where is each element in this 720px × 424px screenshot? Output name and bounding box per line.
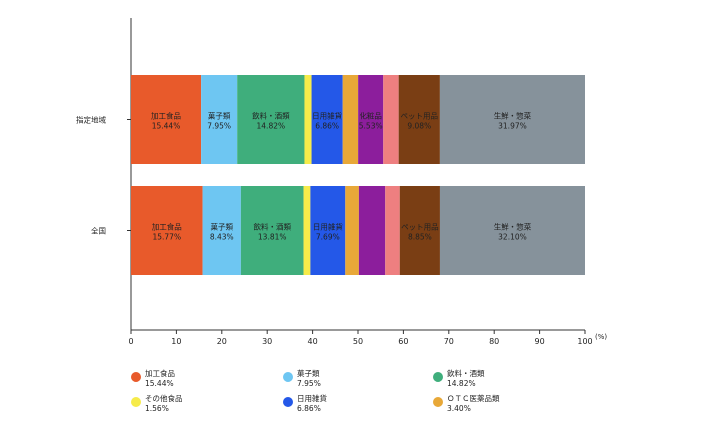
legend-label: その他食品 [145, 394, 183, 403]
bar-segment [240, 186, 304, 275]
bar-segment [202, 186, 241, 275]
legend-swatch [131, 372, 141, 382]
legend-label: ＯＴＣ医薬品類 [447, 394, 500, 403]
segment-name-label: 加工食品 [151, 111, 181, 121]
legend-item: 日用雑貨 6.86% [283, 394, 463, 424]
legend-value: 1.56% [145, 404, 169, 413]
legend-item: 加工食品 15.44% [131, 369, 311, 399]
bar-segment [439, 186, 585, 275]
category-label: 全国 [91, 226, 106, 236]
segment-name-label: ペット用品 [401, 223, 439, 232]
legend-label: 日用雑貨 [297, 394, 327, 403]
segment-value-label: 7.95% [207, 122, 231, 131]
x-tick-label: 20 [217, 337, 227, 346]
legend-label: 加工食品 [145, 369, 175, 378]
bar-segment [345, 186, 359, 275]
x-tick-label: 60 [398, 337, 408, 346]
bar-segment [303, 186, 311, 275]
segment-value-label: 8.43% [210, 233, 234, 242]
legend-value: 15.44% [145, 379, 174, 388]
legend-label: 菓子類 [297, 369, 320, 378]
legend-item: ＯＴＣ医薬品類 3.40% [433, 394, 613, 424]
segment-name-label: 生鮮・惣菜 [494, 111, 532, 121]
category-label: 指定地域 [76, 115, 106, 125]
segment-value-label: 13.81% [258, 233, 287, 242]
bar-segment [398, 75, 440, 164]
bar-segment [383, 75, 399, 164]
segment-value-label: 15.44% [152, 122, 181, 131]
bar-segment [358, 75, 384, 164]
bar-segment [304, 75, 312, 164]
stacked-bar-chart: 0 10 20 30 40 50 60 70 80 90 100 (%)指定地域全国加工食品15.44… [76, 18, 607, 346]
legend-value: 6.86% [297, 404, 321, 413]
segment-value-label: 14.82% [257, 122, 286, 131]
segment-value-label: 15.77% [152, 233, 181, 242]
segment-name-label: ペット用品 [401, 112, 439, 121]
bar-segment [342, 75, 359, 164]
bar-segment [399, 186, 440, 275]
bar-segment [310, 186, 346, 275]
x-tick-label: 90 [535, 337, 545, 346]
segment-name-label: 加工食品 [152, 222, 182, 232]
segment-value-label: 32.10% [498, 233, 527, 242]
segment-name-label: 飲料・酒類 [253, 222, 291, 232]
legend-swatch [433, 372, 443, 382]
segment-value-label: 6.86% [315, 122, 339, 131]
segment-name-label: 化粧品 [359, 111, 382, 121]
legend-swatch [433, 397, 443, 407]
legend-value: 14.82% [447, 379, 476, 388]
x-tick-label: 100 [577, 337, 592, 346]
legend-item: 飲料・酒類 14.82% [433, 369, 613, 399]
bar-segment [439, 75, 585, 164]
bar-segment [131, 186, 203, 275]
x-axis-unit: (%) [595, 333, 607, 341]
bar-segment [311, 75, 343, 164]
segment-name-label: 生鮮・惣菜 [494, 222, 532, 232]
segment-name-label: 日用雑貨 [312, 111, 342, 121]
legend-value: 7.95% [297, 379, 321, 388]
segment-value-label: 9.08% [407, 122, 431, 131]
segment-value-label: 8.85% [408, 233, 432, 242]
legend-swatch [283, 397, 293, 407]
segment-name-label: 飲料・酒類 [252, 111, 290, 121]
segment-value-label: 5.53% [359, 122, 383, 131]
bar-segment [237, 75, 305, 164]
x-tick-label: 50 [353, 337, 363, 346]
bar-segment [201, 75, 238, 164]
legend-label: 飲料・酒類 [447, 369, 485, 378]
x-tick-label: 10 [171, 337, 181, 346]
x-tick-label: 0 [128, 337, 133, 346]
x-tick-label: 70 [444, 337, 454, 346]
segment-value-label: 31.97% [498, 122, 527, 131]
bar-segment [358, 186, 386, 275]
legend-item: その他食品 1.56% [131, 394, 311, 424]
x-tick-label: 30 [262, 337, 272, 346]
segment-name-label: 日用雑貨 [313, 222, 343, 232]
bar-segment [131, 75, 202, 164]
x-tick-label: 80 [489, 337, 499, 346]
segment-name-label: 菓子類 [210, 222, 233, 232]
legend-item: 菓子類 7.95% [283, 369, 463, 399]
legend-value: 3.40% [447, 404, 471, 413]
bar-segment [385, 186, 400, 275]
legend-swatch [131, 397, 141, 407]
legend-swatch [283, 372, 293, 382]
segment-value-label: 7.69% [316, 233, 340, 242]
segment-name-label: 菓子類 [208, 111, 231, 121]
x-tick-label: 40 [308, 337, 318, 346]
